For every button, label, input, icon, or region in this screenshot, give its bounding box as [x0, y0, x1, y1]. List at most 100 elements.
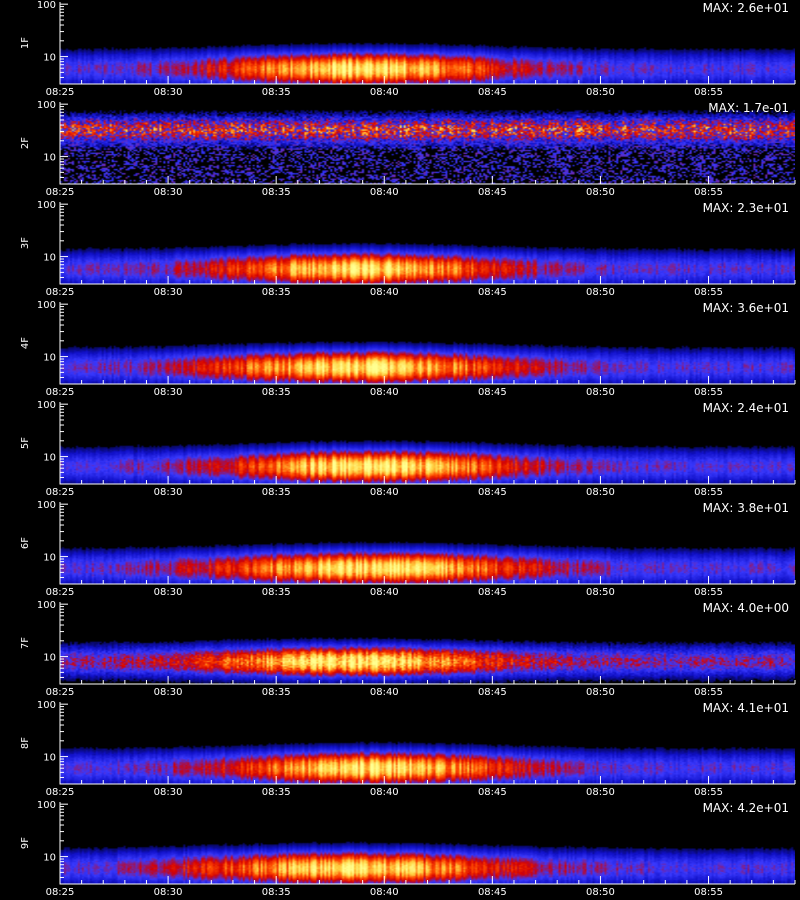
x-tick-label: 08:50	[586, 387, 615, 398]
x-tick-label: 08:30	[154, 887, 183, 898]
x-tick-label: 08:50	[586, 587, 615, 598]
y-tick-label: 10	[43, 753, 56, 764]
panel-name-label: 3F	[20, 237, 31, 249]
x-tick-label: 08:30	[154, 487, 183, 498]
x-tick-label: 08:45	[478, 487, 507, 498]
panel-name-label: 7F	[20, 637, 31, 649]
x-tick-label: 08:50	[586, 887, 615, 898]
x-tick-label: 08:35	[262, 387, 291, 398]
x-tick-label: 08:45	[478, 587, 507, 598]
heatmap-3F	[60, 202, 795, 284]
panel-7F: 10 100 08:25 08:30 08:35 08:40 08:45 08:50 08:55…	[20, 600, 796, 698]
x-tick-label: 08:35	[262, 587, 291, 598]
heatmap-9F	[60, 802, 795, 884]
x-tick-label: 08:35	[262, 287, 291, 298]
panel-name-label: 9F	[20, 837, 31, 849]
x-tick-label: 08:45	[478, 187, 507, 198]
x-tick-label: 08:35	[262, 87, 291, 98]
x-tick-label: 08:50	[586, 687, 615, 698]
x-tick-label: 08:50	[586, 787, 615, 798]
x-tick-label: 08:55	[694, 187, 723, 198]
y-tick-label: 10	[43, 853, 56, 864]
heatmap-5F	[60, 402, 795, 484]
panel-name-label: 4F	[20, 337, 31, 349]
x-tick-label: 08:55	[694, 387, 723, 398]
x-tick-label: 08:55	[694, 687, 723, 698]
x-tick-label: 08:40	[370, 687, 399, 698]
max-value-label: MAX: 4.1e+01	[703, 701, 789, 715]
x-tick-label: 08:30	[154, 287, 183, 298]
y-tick-label: 100	[37, 200, 56, 211]
y-tick-label: 10	[43, 53, 56, 64]
y-tick-label: 100	[37, 700, 56, 711]
x-tick-label: 08:55	[694, 487, 723, 498]
x-tick-label: 08:30	[154, 387, 183, 398]
x-tick-label: 08:55	[694, 87, 723, 98]
x-tick-label: 08:35	[262, 487, 291, 498]
x-tick-label: 08:45	[478, 887, 507, 898]
heatmap-7F	[60, 602, 795, 684]
x-tick-label: 08:55	[694, 287, 723, 298]
x-tick-label: 08:25	[46, 587, 75, 598]
y-tick-label: 100	[37, 500, 56, 511]
x-tick-label: 08:45	[478, 387, 507, 398]
x-tick-label: 08:40	[370, 787, 399, 798]
panel-2F: 10 100 08:25 08:30 08:35 08:40 08:45 08:50 08:55…	[20, 100, 796, 198]
panel-name-label: 6F	[20, 537, 31, 549]
panel-name-label: 1F	[20, 37, 31, 49]
y-tick-label: 10	[43, 253, 56, 264]
x-tick-label: 08:40	[370, 87, 399, 98]
panel-name-label: 2F	[20, 137, 31, 149]
max-value-label: MAX: 3.6e+01	[703, 301, 789, 315]
x-tick-label: 08:30	[154, 587, 183, 598]
x-tick-label: 08:50	[586, 287, 615, 298]
panel-6F: 10 100 08:25 08:30 08:35 08:40 08:45 08:50 08:55…	[20, 500, 796, 598]
panel-1F: 10 100 08:25 08:30 08:35 08:40 08:45 08:50 08:55…	[20, 0, 796, 98]
x-tick-label: 08:45	[478, 687, 507, 698]
max-value-label: MAX: 2.4e+01	[703, 401, 789, 415]
y-tick-label: 100	[37, 600, 56, 611]
max-value-label: MAX: 4.2e+01	[703, 801, 789, 815]
panel-4F: 10 100 08:25 08:30 08:35 08:40 08:45 08:50 08:55…	[20, 300, 796, 398]
x-tick-label: 08:55	[694, 787, 723, 798]
panel-3F: 10 100 08:25 08:30 08:35 08:40 08:45 08:50 08:55…	[20, 200, 796, 298]
x-tick-label: 08:45	[478, 287, 507, 298]
y-tick-label: 10	[43, 353, 56, 364]
y-tick-label: 100	[37, 300, 56, 311]
y-tick-label: 100	[37, 400, 56, 411]
panel-5F: 10 100 08:25 08:30 08:35 08:40 08:45 08:50 08:55…	[20, 400, 796, 498]
x-tick-label: 08:25	[46, 887, 75, 898]
x-tick-label: 08:25	[46, 687, 75, 698]
panel-8F: 10 100 08:25 08:30 08:35 08:40 08:45 08:50 08:55…	[20, 700, 796, 798]
x-tick-label: 08:40	[370, 487, 399, 498]
y-tick-label: 10	[43, 453, 56, 464]
max-value-label: MAX: 1.7e-01	[708, 101, 789, 115]
x-tick-label: 08:35	[262, 787, 291, 798]
panel-name-label: 5F	[20, 437, 31, 449]
max-value-label: MAX: 4.0e+00	[703, 601, 789, 615]
x-tick-label: 08:45	[478, 87, 507, 98]
max-value-label: MAX: 3.8e+01	[703, 501, 789, 515]
x-tick-label: 08:30	[154, 787, 183, 798]
x-tick-label: 08:45	[478, 787, 507, 798]
x-tick-label: 08:30	[154, 187, 183, 198]
x-tick-label: 08:25	[46, 487, 75, 498]
x-tick-label: 08:40	[370, 287, 399, 298]
x-tick-label: 08:55	[694, 887, 723, 898]
x-tick-label: 08:35	[262, 887, 291, 898]
x-tick-label: 08:50	[586, 487, 615, 498]
y-tick-label: 100	[37, 800, 56, 811]
x-tick-label: 08:40	[370, 187, 399, 198]
max-value-label: MAX: 2.3e+01	[703, 201, 789, 215]
panel-9F: 10 100 08:25 08:30 08:35 08:40 08:45 08:50 08:55…	[20, 800, 796, 898]
heatmap-8F	[60, 702, 795, 784]
x-tick-label: 08:40	[370, 387, 399, 398]
y-tick-label: 100	[37, 0, 56, 11]
x-tick-label: 08:40	[370, 887, 399, 898]
max-value-label: MAX: 2.6e+01	[703, 1, 789, 15]
x-tick-label: 08:35	[262, 187, 291, 198]
x-tick-label: 08:55	[694, 587, 723, 598]
x-tick-label: 08:25	[46, 287, 75, 298]
x-tick-label: 08:35	[262, 687, 291, 698]
